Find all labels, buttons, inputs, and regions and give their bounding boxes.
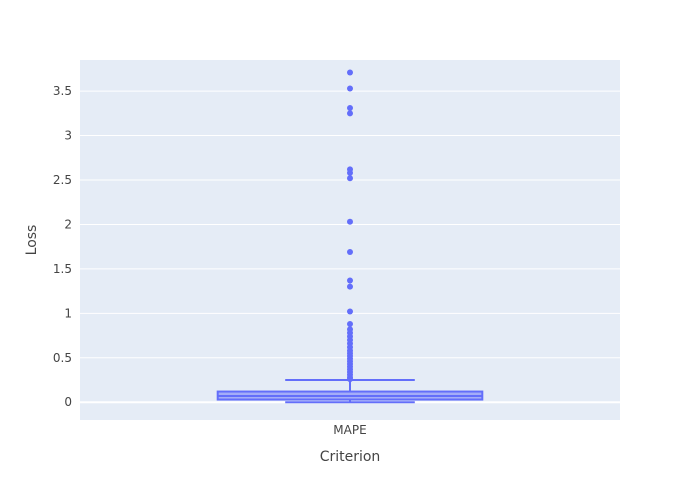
outlier-point xyxy=(347,85,353,92)
outlier-point xyxy=(347,110,353,117)
x-tick-label: MAPE xyxy=(333,423,366,437)
x-axis-title: Criterion xyxy=(320,449,381,465)
y-tick-label: 0.5 xyxy=(53,351,72,365)
y-tick-label: 0 xyxy=(64,395,72,409)
y-axis-title: Loss xyxy=(24,225,40,256)
y-tick-label: 1 xyxy=(64,306,72,320)
outlier-point xyxy=(347,218,353,225)
outlier-point xyxy=(347,277,353,284)
outlier-point xyxy=(347,169,353,176)
outlier-point xyxy=(347,283,353,290)
y-axis-ticks: 0 0.5 1 1.5 2 2.5 3 3.5 xyxy=(53,84,72,409)
outlier-point xyxy=(347,376,353,383)
outlier-point xyxy=(347,69,353,76)
box-series xyxy=(216,69,484,404)
y-tick-label: 2.5 xyxy=(53,173,72,187)
outlier-point xyxy=(347,249,353,255)
outlier-point xyxy=(347,105,353,111)
x-axis-ticks: MAPE xyxy=(333,423,366,437)
y-tick-label: 1.5 xyxy=(53,262,72,276)
outlier-point xyxy=(347,175,353,182)
y-tick-label: 3 xyxy=(64,129,72,143)
y-tick-label: 2 xyxy=(64,217,72,231)
outlier-point xyxy=(347,321,353,327)
y-tick-label: 3.5 xyxy=(53,84,72,98)
outlier-point xyxy=(347,308,353,315)
